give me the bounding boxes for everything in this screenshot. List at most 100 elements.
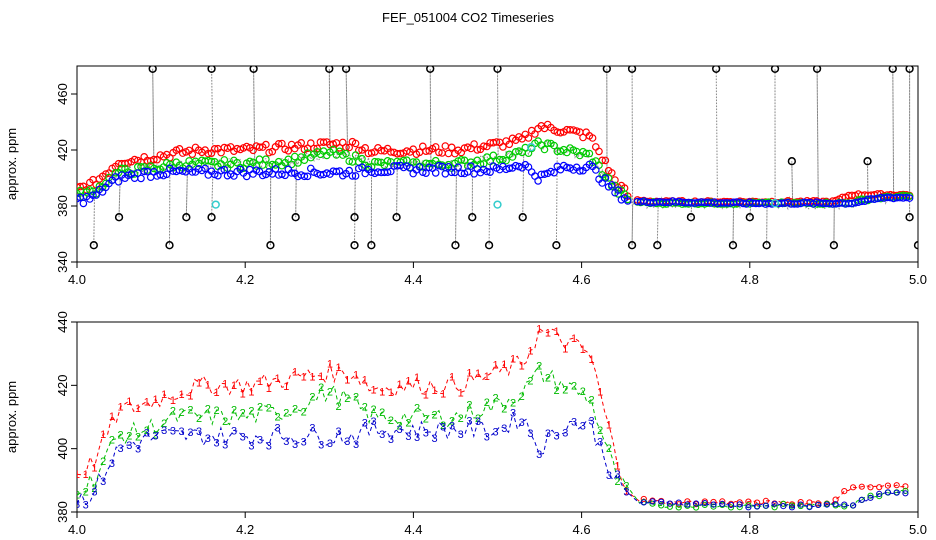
- series-2-point: [788, 502, 796, 509]
- series-2-point: [374, 158, 382, 166]
- series-3-point: [780, 503, 787, 510]
- series-3-point: [884, 489, 892, 496]
- series-3-point: [649, 498, 656, 505]
- series-3-marker: 3: [144, 428, 150, 440]
- flagged-point: [493, 66, 502, 73]
- series-1-marker: 1: [83, 469, 89, 481]
- series-3-point: [79, 199, 88, 208]
- series-1-point: [588, 134, 597, 142]
- series-1-marker: 1: [336, 362, 342, 374]
- series-2-marker: 2: [266, 403, 272, 415]
- flagged-point: [468, 213, 477, 222]
- series-3-marker: 3: [240, 432, 246, 444]
- series-2-marker: 2: [475, 413, 481, 425]
- series-1-marker: 1: [510, 354, 516, 366]
- series-3-point: [563, 163, 571, 172]
- series-2-marker: 2: [327, 386, 333, 398]
- series-2-point: [582, 149, 591, 158]
- series-2-marker: 2: [554, 385, 560, 397]
- flagged-point: [341, 66, 351, 73]
- series-3-marker: 3: [615, 469, 621, 481]
- series-2-marker: 2: [318, 382, 324, 394]
- flagged-point: [602, 66, 611, 73]
- series-2-marker: 2: [623, 480, 629, 492]
- series-3-point: [550, 168, 558, 177]
- series-3-point: [447, 168, 456, 177]
- flagged-point: [148, 66, 157, 73]
- series-1-point: [505, 140, 514, 149]
- series-3-point: [710, 501, 717, 508]
- series-2-marker: 2: [493, 392, 499, 404]
- series-2-point: [383, 157, 392, 165]
- plot-frame: [76, 321, 919, 513]
- series-1-marker: 1: [362, 375, 368, 387]
- series-3-marker: 3: [344, 436, 350, 448]
- series-1-marker: 1: [344, 374, 350, 386]
- series-1-point: [806, 499, 813, 506]
- series-1-marker: 1: [580, 344, 586, 356]
- series-3-point: [246, 165, 254, 174]
- series-1-marker: 1: [266, 383, 272, 395]
- series-2-point: [358, 154, 366, 163]
- series-2-marker: 2: [597, 425, 603, 437]
- series-2-marker: 2: [179, 407, 185, 419]
- series-1-point: [297, 139, 306, 147]
- series-2-point: [771, 504, 778, 511]
- series-3-point: [832, 501, 839, 508]
- series-3-point: [140, 167, 149, 176]
- series-2-point: [658, 502, 665, 509]
- x-tick-label: 4.0: [68, 272, 86, 287]
- flagged-point: [787, 157, 796, 166]
- series-3-marker: 3: [301, 437, 307, 449]
- series-3-point: [575, 167, 584, 175]
- series-3-point: [701, 500, 708, 507]
- flagged-point: [89, 241, 98, 250]
- series-3-marker: 3: [362, 418, 368, 430]
- series-2-marker: 2: [344, 393, 350, 405]
- series-3-marker: 3: [222, 439, 228, 451]
- series-2-point: [111, 169, 120, 177]
- series-3-point: [893, 489, 900, 496]
- series-2-marker: 2: [336, 401, 342, 413]
- flagged-point: [829, 241, 839, 250]
- x-tick-label: 4.6: [573, 522, 591, 537]
- series-2-marker: 2: [423, 414, 429, 426]
- series-1-marker: 1: [588, 354, 594, 366]
- series-1-point: [499, 143, 507, 151]
- series-1-point: [876, 484, 883, 491]
- series-3-marker: 3: [484, 432, 490, 444]
- series-2-marker: 2: [170, 405, 176, 417]
- flagged-point: [392, 213, 401, 222]
- series-3-point: [383, 168, 392, 177]
- series-2-point: [867, 492, 874, 499]
- series-1-point: [640, 495, 647, 503]
- series-1-point: [556, 128, 565, 137]
- series-2-marker: 2: [91, 483, 97, 495]
- series-1-marker: 1: [309, 372, 315, 384]
- series-3-point: [858, 496, 865, 503]
- series-3-marker: 3: [580, 421, 586, 433]
- series-2-point: [841, 503, 848, 510]
- x-tick-label: 5.0: [909, 522, 927, 537]
- series-1-point: [441, 142, 450, 150]
- series-1-point: [188, 150, 197, 159]
- series-3-point: [431, 169, 440, 177]
- series-1-marker: 1: [536, 324, 542, 336]
- series-3-point: [351, 172, 360, 180]
- series-1-marker: 1: [100, 429, 106, 441]
- series-1-point: [893, 482, 900, 489]
- series-2-marker: 2: [196, 413, 202, 425]
- series-3-marker: 3: [527, 428, 533, 440]
- x-tick-label: 4.8: [741, 272, 759, 287]
- series-2-marker: 2: [440, 420, 446, 432]
- series-1-point: [444, 149, 453, 158]
- series-1-marker: 1: [370, 384, 376, 396]
- series-2-marker: 2: [545, 373, 551, 385]
- y-tick-label: 380: [55, 195, 70, 217]
- series-3-marker: 3: [536, 449, 542, 461]
- series-3-points: [77, 160, 914, 208]
- series-2-point: [666, 503, 674, 510]
- series-1-marker: 1: [126, 396, 132, 408]
- series-2-point: [710, 503, 717, 510]
- series-2-marker: 2: [205, 404, 211, 416]
